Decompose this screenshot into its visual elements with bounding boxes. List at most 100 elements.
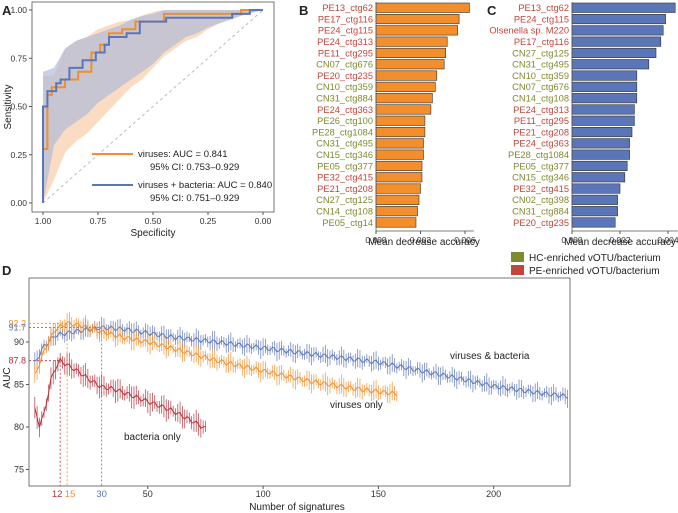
importance-label-viruses: CN14_ctg108 (316, 207, 373, 217)
importance-bar-viruses (375, 138, 424, 149)
legend-label-pe: PE-enriched vOTU/bacterium (529, 266, 660, 277)
importance-x-tick-label-combo: 0.004 (657, 235, 678, 245)
importance-bar-combo (571, 14, 666, 25)
importance-x-tick-label-combo: 0.000 (561, 235, 583, 245)
roc-x-tick-label: 1.00 (35, 216, 52, 226)
importance-bar-combo (571, 93, 638, 104)
importance-bar-combo (571, 104, 635, 115)
panel-label-c: C (487, 3, 497, 18)
importance-bar-combo (571, 25, 664, 36)
series-label-bacteria: bacteria only (124, 432, 181, 443)
legend-label-viruses: viruses: AUC = 0.841 (138, 149, 228, 160)
auc-y-tick-label: 85 (14, 380, 24, 390)
importance-label-viruses: PE26_ctg100 (317, 116, 373, 126)
peak-x-label-bacteria: 12 (52, 489, 63, 500)
series-label-combo: viruses & bacteria (450, 351, 530, 362)
importance-x-tick-label-viruses: 0.000 (365, 235, 387, 245)
importance-label-viruses: CN27_ctg125 (316, 195, 373, 205)
roc-x-tick-label: 0.00 (255, 216, 272, 226)
roc-y-tick-label: 0.75 (10, 53, 27, 63)
importance-label-viruses: PE32_ctg415 (317, 173, 373, 183)
peak-x-label-combo: 30 (96, 489, 107, 500)
roc-chart: 0.00 0.25 0.50 0.75 1.00 1.00 0.75 0.50 0.25 0.00… (3, 1, 275, 239)
roc-x-tick-label: 0.25 (200, 216, 217, 226)
importance-label-viruses: PE24_ctg115 (318, 26, 373, 36)
importance-bar-combo (571, 172, 626, 183)
importance-label-combo: PE05_ctg377 (513, 161, 569, 171)
importance-bar-combo (571, 127, 633, 138)
importance-bar-combo (571, 47, 657, 59)
peak-y-label-viruses: 92.2 (8, 318, 26, 328)
importance-label-combo: CN07_ctg676 (512, 82, 569, 92)
auc-x-tick-label: 100 (256, 489, 271, 499)
roc-ci-band-combo (43, 10, 263, 203)
importance-label-combo: PE13_ctg62 (518, 3, 569, 13)
importance-bar-viruses (375, 115, 426, 126)
importance-label-viruses: CN07_ctg676 (316, 60, 373, 70)
importance-label-combo: CN31_ctg495 (512, 60, 569, 70)
importance-bar-viruses (375, 93, 433, 104)
legend-swatch-pe (511, 265, 524, 275)
auc-y-tick-label: 75 (14, 465, 24, 475)
auc-line-viruses (34, 320, 398, 397)
importance-label-viruses: PE13_ctg62 (322, 3, 373, 13)
importance-bar-combo (571, 194, 618, 205)
roc-x-axis-label: Specificity (130, 228, 175, 239)
importance-bar-viruses (375, 47, 446, 59)
roc-y-tick-label: 0.25 (10, 150, 27, 160)
auc-y-axis-label: AUC (2, 367, 13, 388)
importance-bar-viruses (375, 2, 470, 13)
importance-bar-combo (571, 138, 630, 149)
peak-x-label-viruses: 15 (65, 489, 76, 500)
importance-bar-viruses (375, 160, 423, 171)
importance-bar-viruses (375, 25, 458, 36)
importance-label-combo: PE24_ctg363 (513, 139, 569, 149)
auc-x-tick-label: 200 (486, 489, 501, 499)
importance-bar-combo (571, 81, 638, 92)
importance-bar-viruses (375, 172, 423, 183)
auc-y-tick-label: 90 (14, 337, 24, 347)
series-label-viruses: viruses only (330, 400, 383, 411)
panel-label-b: B (299, 3, 308, 18)
importance-label-combo: CN02_ctg398 (512, 195, 569, 205)
auc-curve-chart: 87.8 12 92.2 15 91.7 30 75 80 85 90 50 100 150 200 N… (2, 277, 571, 513)
panel-label-d: D (2, 263, 11, 278)
auc-y-tick-label: 80 (14, 422, 24, 432)
importance-bar-combo (571, 183, 621, 194)
auc-line-bacteria (34, 357, 206, 430)
importance-label-combo: CN10_ctg359 (512, 71, 569, 81)
importance-bar-combo (571, 206, 618, 217)
importance-label-viruses: PE11_ctg295 (318, 48, 373, 58)
importance-x-tick-label-viruses: 0.003 (410, 235, 432, 245)
importance-label-combo: PE20_ctg235 (513, 218, 569, 228)
legend-label-combo: viruses + bacteria: AUC = 0.840 (138, 180, 272, 191)
roc-x-tick-label: 0.50 (145, 216, 162, 226)
importance-label-viruses: CN15_ctg346 (316, 150, 373, 160)
auc-line-combo (34, 325, 568, 400)
importance-label-viruses: PE24_ctg363 (317, 105, 373, 115)
importance-label-viruses: PE05_ctg14 (322, 218, 373, 228)
legend-ci-combo: 95% CI: 0.751–0.929 (150, 193, 239, 204)
legend-label-hc: HC-enriched vOTU/bacterium (529, 253, 661, 264)
importance-bar-combo (571, 70, 638, 81)
importance-bar-viruses (375, 70, 438, 81)
importance-bar-combo (571, 115, 635, 126)
auc-x-axis-label: Number of signatures (249, 502, 345, 513)
importance-label-combo: PE32_ctg415 (513, 184, 569, 194)
roc-y-tick-label: 0.50 (10, 102, 27, 112)
importance-label-viruses: CN31_ctg884 (316, 94, 373, 104)
importance-label-combo: CN15_ctg346 (512, 173, 569, 183)
panel-label-a: A (2, 3, 12, 18)
importance-label-combo: CN27_ctg125 (512, 48, 569, 58)
importance-bar-combo (571, 217, 616, 228)
importance-bar-viruses (375, 149, 424, 160)
importance-bar-viruses (375, 183, 421, 194)
importance-label-combo: PE28_ctg1084 (508, 150, 569, 160)
importance-bar-viruses (375, 104, 432, 115)
importance-bar-combo (571, 59, 650, 70)
importance-label-viruses: PE17_ctg116 (318, 14, 373, 24)
auc-x-tick-label: 150 (371, 489, 386, 499)
peak-y-label-combo: 91.7 (8, 323, 26, 333)
